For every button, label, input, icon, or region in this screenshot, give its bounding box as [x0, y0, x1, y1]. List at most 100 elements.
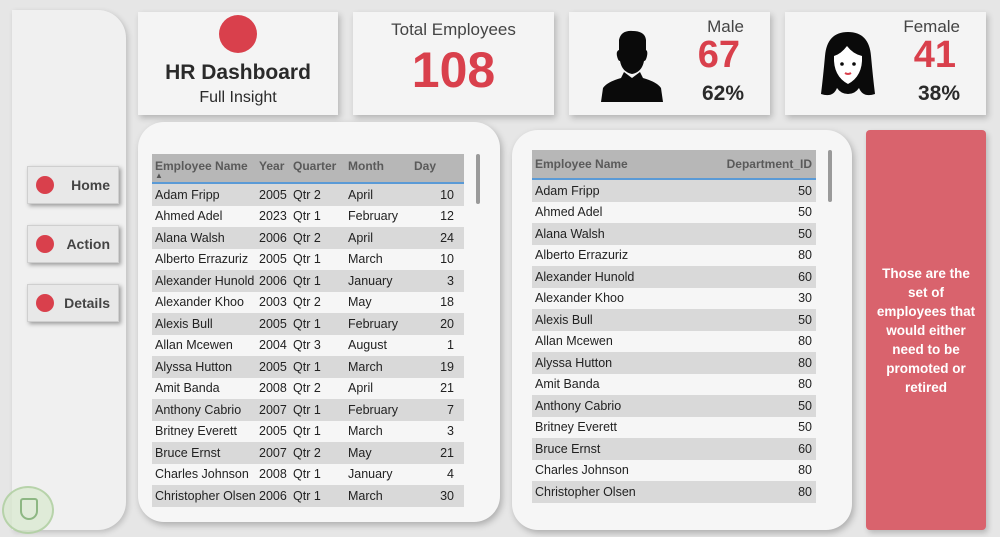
table-row[interactable]: Bruce Ernst 60	[532, 438, 816, 460]
info-note-card: Those are the set of employees that woul…	[866, 130, 986, 530]
table-cell: May	[348, 295, 372, 310]
table-cell: Adam Fripp	[535, 183, 600, 198]
table-row[interactable]: Ahmed Adel 50	[532, 201, 816, 223]
table-cell: April	[348, 230, 374, 245]
table-cell: 10	[440, 187, 454, 202]
col-day[interactable]: Day	[414, 159, 437, 173]
page-title: HR Dashboard	[165, 61, 311, 84]
table-row[interactable]: Anthony Cabrio 2007 Qtr 1 February 7	[152, 399, 464, 421]
table-cell: 2008	[259, 381, 287, 396]
col-quarter[interactable]: Quarter	[293, 159, 337, 173]
table-row[interactable]: Alexis Bull 50	[532, 309, 816, 331]
table-cell: Christopher Olsen	[155, 488, 256, 503]
table-cell: Alexander Khoo	[155, 295, 244, 310]
table-row[interactable]: Christopher Olsen 2006 Qtr 1 March 30	[152, 485, 464, 507]
table-cell: February	[348, 402, 399, 417]
col-month[interactable]: Month	[348, 159, 384, 173]
watermark-logo-icon	[2, 486, 54, 534]
details-button-label: Details	[64, 295, 110, 311]
table-cell: Alexis Bull	[155, 316, 213, 331]
table-cell: 2006	[259, 230, 287, 245]
female-person-icon	[821, 32, 875, 96]
table-cell: March	[348, 424, 383, 439]
table-row[interactable]: Alexander Khoo 2003 Qtr 2 May 18	[152, 291, 464, 313]
table-row[interactable]: Britney Everett 2005 Qtr 1 March 3	[152, 420, 464, 442]
table-row[interactable]: Alexis Bull 2005 Qtr 1 February 20	[152, 313, 464, 335]
table-cell: 30	[440, 488, 454, 503]
table-cell: January	[348, 467, 393, 482]
table-row[interactable]: Alberto Errazuriz 2005 Qtr 1 March 10	[152, 248, 464, 270]
table-cell: 2007	[259, 402, 287, 417]
red-dot-icon	[36, 176, 54, 194]
table-row[interactable]: Adam Fripp 2005 Qtr 2 April 10	[152, 184, 464, 206]
table-row[interactable]: Charles Johnson 80	[532, 459, 816, 481]
table-row[interactable]: Alana Walsh 2006 Qtr 2 April 24	[152, 227, 464, 249]
table-cell: Alberto Errazuriz	[155, 252, 249, 267]
table-row[interactable]: Charles Johnson 2008 Qtr 1 January 4	[152, 463, 464, 485]
table-cell: 20	[440, 316, 454, 331]
table-cell: 1	[447, 338, 454, 353]
table-cell: April	[348, 381, 374, 396]
female-label: Female	[903, 17, 960, 36]
action-button[interactable]: Action	[27, 225, 119, 263]
table-header: Employee Name ▲ Year Quarter Month Day	[152, 154, 464, 184]
table-row[interactable]: Adam Fripp 50	[532, 180, 816, 202]
table-cell: 2005	[259, 187, 287, 202]
table-cell: 12	[440, 209, 454, 224]
table-cell: 2008	[259, 467, 287, 482]
table-cell: 2023	[259, 209, 287, 224]
col-employee-name[interactable]: Employee Name ▲	[155, 159, 248, 180]
table-cell: 80	[798, 248, 812, 263]
table-cell: Charles Johnson	[155, 467, 249, 482]
table-row[interactable]: Ahmed Adel 2023 Qtr 1 February 12	[152, 205, 464, 227]
table-row[interactable]: Alberto Errazuriz 80	[532, 244, 816, 266]
title-card: HR Dashboard Full Insight	[138, 12, 338, 115]
table-row[interactable]: Amit Banda 2008 Qtr 2 April 21	[152, 377, 464, 399]
col-year[interactable]: Year	[259, 159, 285, 173]
table-cell: Amit Banda	[155, 381, 220, 396]
home-button[interactable]: Home	[27, 166, 119, 204]
table-cell: 50	[798, 420, 812, 435]
table-cell: Britney Everett	[155, 424, 237, 439]
table-cell: Qtr 2	[293, 187, 321, 202]
employee-dates-panel: Employee Name ▲ Year Quarter Month Day Ad…	[138, 122, 500, 522]
table-cell: Anthony Cabrio	[155, 402, 242, 417]
col-employee-name[interactable]: Employee Name	[535, 157, 628, 171]
table-row[interactable]: Britney Everett 50	[532, 416, 816, 438]
table-cell: 4	[447, 467, 454, 482]
table-row[interactable]: Amit Banda 80	[532, 373, 816, 395]
table-cell: February	[348, 209, 399, 224]
table-row[interactable]: Alexander Hunold 2006 Qtr 1 January 3	[152, 270, 464, 292]
table-row[interactable]: Alana Walsh 50	[532, 223, 816, 245]
table-cell: 50	[798, 205, 812, 220]
scrollbar[interactable]	[828, 150, 832, 202]
employee-department-panel: Employee Name Department_ID Adam Fripp 50…	[512, 130, 852, 530]
table-header: Employee Name Department_ID	[532, 150, 816, 180]
table-row[interactable]: Bruce Ernst 2007 Qtr 2 May 21	[152, 442, 464, 464]
table-cell: 2005	[259, 252, 287, 267]
table-cell: 19	[440, 359, 454, 374]
table-cell: March	[348, 359, 383, 374]
table-row[interactable]: Christopher Olsen 80	[532, 481, 816, 503]
table-row[interactable]: Alyssa Hutton 2005 Qtr 1 March 19	[152, 356, 464, 378]
details-button[interactable]: Details	[27, 284, 119, 322]
table-cell: Qtr 1	[293, 488, 321, 503]
red-dot-icon	[36, 235, 54, 253]
table-row[interactable]: Alexander Khoo 30	[532, 287, 816, 309]
table-row[interactable]: Alexander Hunold 60	[532, 266, 816, 288]
page-subtitle: Full Insight	[199, 89, 277, 106]
scrollbar[interactable]	[476, 154, 480, 204]
table-row[interactable]: Alyssa Hutton 80	[532, 352, 816, 374]
table-cell: 2005	[259, 424, 287, 439]
table-cell: Qtr 1	[293, 402, 321, 417]
table-cell: 2007	[259, 445, 287, 460]
table-row[interactable]: Anthony Cabrio 50	[532, 395, 816, 417]
table-cell: 60	[798, 441, 812, 456]
table-cell: Alberto Errazuriz	[535, 248, 629, 263]
table-cell: 2006	[259, 488, 287, 503]
table-cell: Alyssa Hutton	[535, 355, 613, 370]
table-row[interactable]: Allan Mcewen 80	[532, 330, 816, 352]
col-department-id[interactable]: Department_ID	[726, 157, 812, 171]
table-row[interactable]: Allan Mcewen 2004 Qtr 3 August 1	[152, 334, 464, 356]
table-cell: 2006	[259, 273, 287, 288]
